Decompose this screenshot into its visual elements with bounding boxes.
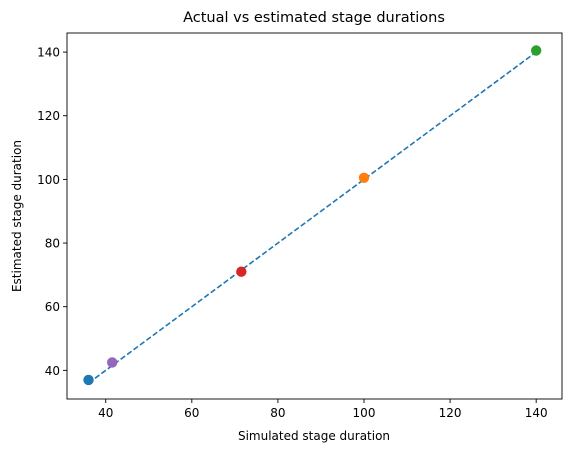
x-tick-label: 80 [270, 406, 285, 420]
chart-title: Actual vs estimated stage durations [183, 10, 445, 26]
y-tick-label: 80 [45, 237, 60, 251]
y-tick-label: 100 [37, 173, 60, 187]
data-point-1 [83, 374, 94, 386]
data-point-3 [530, 45, 542, 56]
plot-area: 40 60 80 100 120 140 40 60 80 100 120 140 [37, 32, 563, 420]
data-point-2 [358, 172, 370, 184]
x-tick-label: 140 [525, 406, 548, 420]
data-point-5 [106, 357, 118, 368]
y-tick-label: 60 [45, 300, 60, 314]
reference-line [88, 51, 537, 384]
x-tick-label: 120 [439, 406, 462, 420]
x-tick-label: 100 [353, 406, 376, 420]
y-tick-label: 140 [37, 46, 60, 60]
data-point-4 [236, 266, 247, 277]
y-axis-label: Estimated stage duration [10, 140, 24, 292]
x-tick-label: 60 [184, 406, 199, 420]
x-tick-label: 40 [98, 406, 113, 420]
y-tick-label: 120 [37, 109, 60, 123]
y-tick-label: 40 [45, 364, 60, 378]
axes-frame [66, 32, 563, 400]
x-axis-label: Simulated stage duration [238, 429, 390, 443]
